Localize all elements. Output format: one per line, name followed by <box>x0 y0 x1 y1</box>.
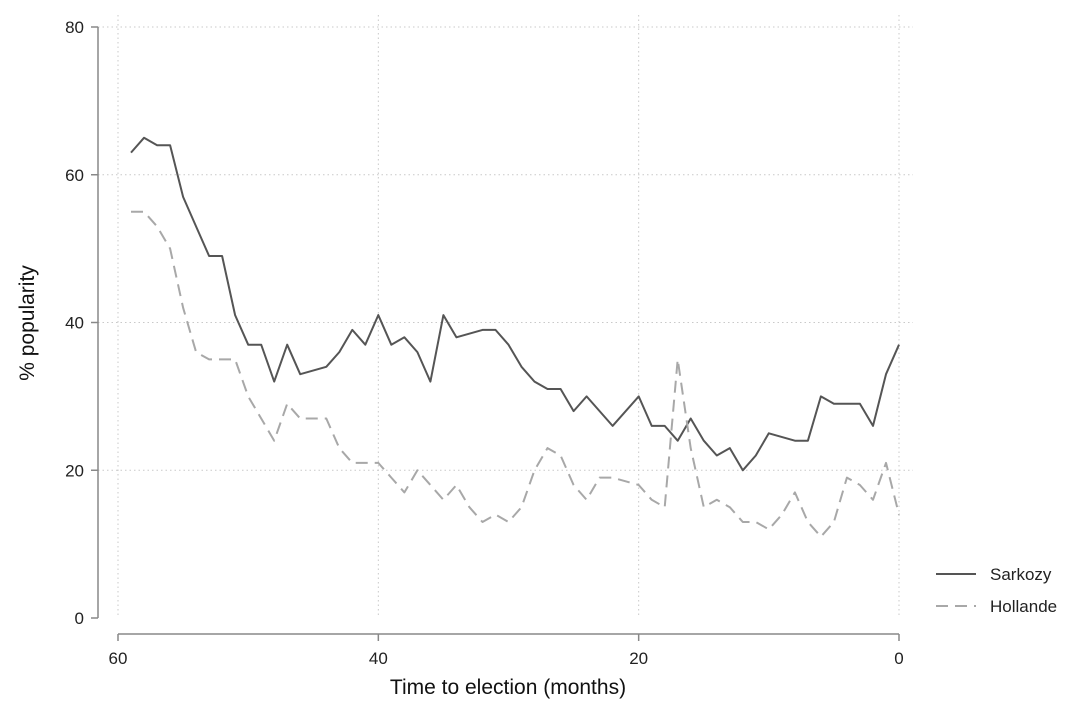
legend-label-sarkozy: Sarkozy <box>990 565 1052 584</box>
y-tick-label: 80 <box>65 18 84 37</box>
series-line-hollande <box>131 210 900 538</box>
x-tick-label: 60 <box>109 649 128 668</box>
y-tick-label: 20 <box>65 461 84 480</box>
series-line-sarkozy <box>130 136 900 472</box>
y-axis-title: % popularity <box>16 265 39 381</box>
series-lines <box>130 136 900 538</box>
y-tick-label: 0 <box>75 609 84 628</box>
y-tick-label: 60 <box>65 166 84 185</box>
gridlines <box>98 15 913 618</box>
y-tick-label: 40 <box>65 314 84 333</box>
axes <box>91 26 900 641</box>
x-axis-title: Time to election (months) <box>390 676 626 699</box>
legend-label-hollande: Hollande <box>990 597 1057 616</box>
x-tick-label: 20 <box>629 649 648 668</box>
x-tick-label: 40 <box>369 649 388 668</box>
tick-labels: 0 20 40 60 80 60 40 20 0 <box>65 18 904 668</box>
legend: Sarkozy Hollande <box>936 565 1057 616</box>
x-tick-label: 0 <box>894 649 903 668</box>
